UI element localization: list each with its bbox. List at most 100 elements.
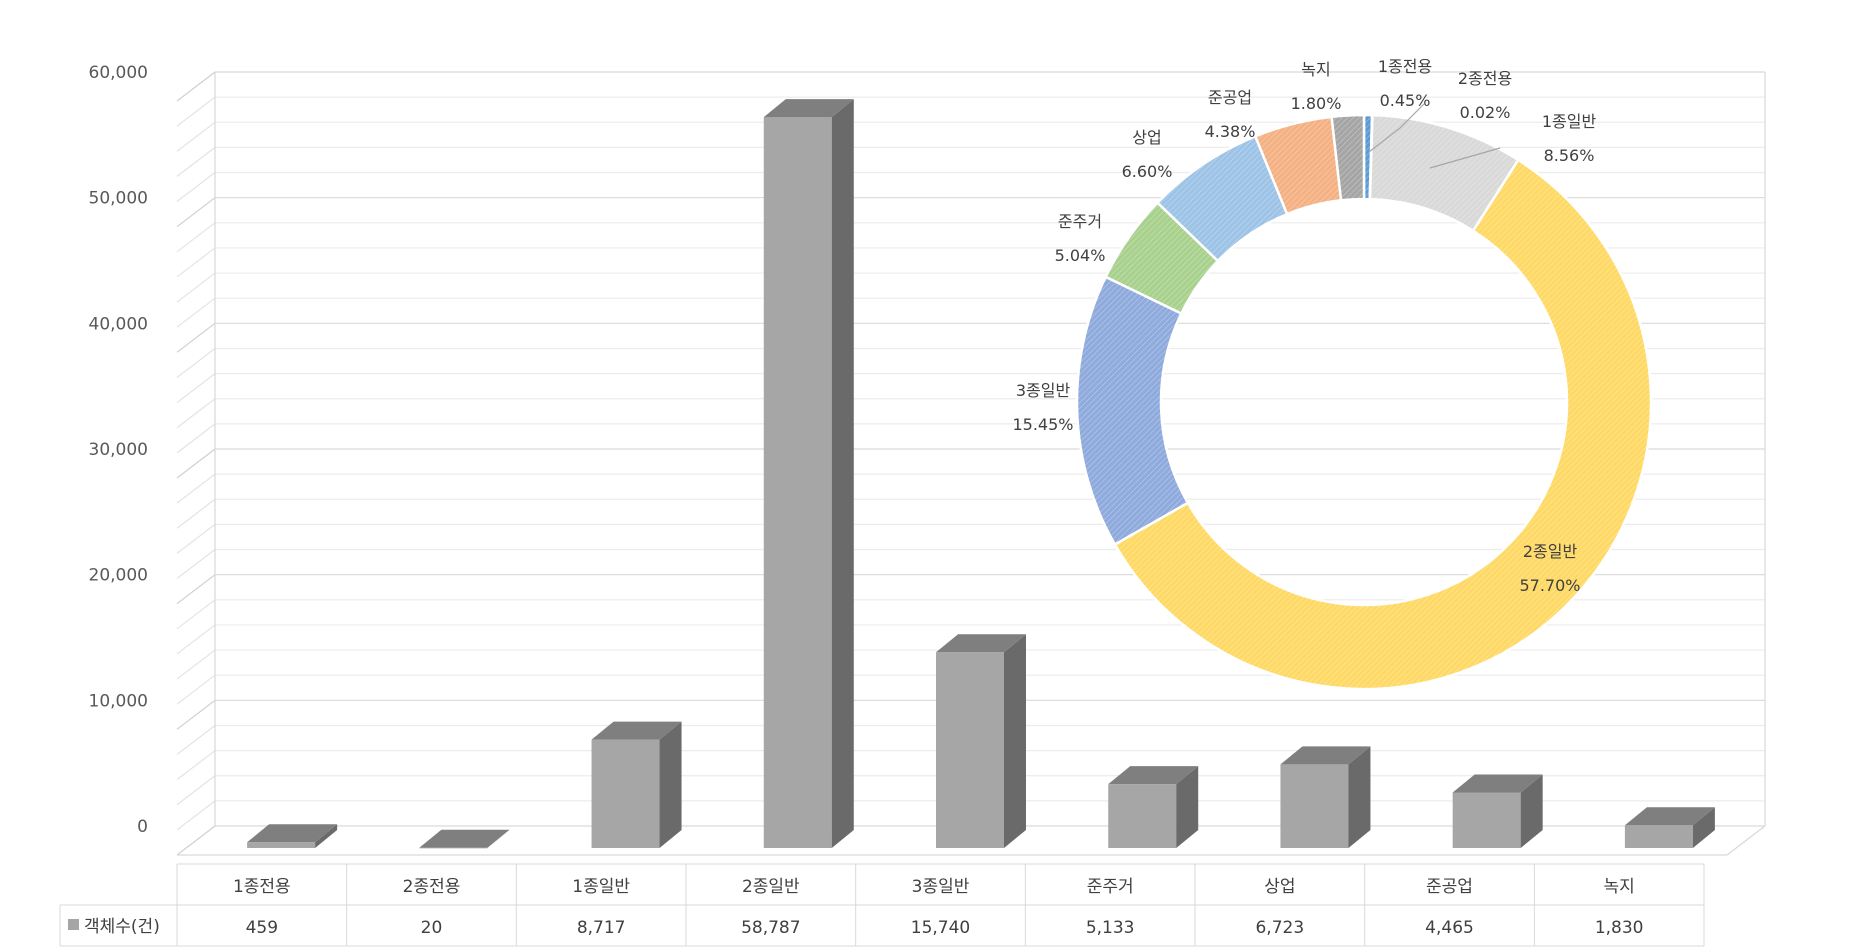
- bar-side: [1348, 746, 1371, 848]
- side-wall-line: [176, 423, 216, 454]
- bar-side: [1176, 766, 1199, 848]
- donut-percent-label: 0.45%: [1380, 91, 1431, 110]
- bar-front: [1280, 764, 1349, 848]
- donut-slice-pattern: [1105, 202, 1218, 314]
- side-wall-line: [176, 197, 216, 228]
- bar: [1280, 746, 1371, 848]
- donut-percent-label: 0.02%: [1460, 103, 1511, 122]
- y-tick-label: 40,000: [89, 314, 148, 334]
- bar-top: [247, 824, 338, 843]
- bar: [1624, 807, 1715, 848]
- bar: [1108, 766, 1199, 848]
- bar-side: [487, 829, 510, 848]
- legend-swatch: [68, 919, 79, 930]
- data-label: 20: [421, 918, 443, 938]
- donut-category-label: 상업: [1132, 128, 1161, 147]
- side-wall-line: [176, 272, 216, 303]
- y-tick-label: 10,000: [89, 691, 148, 711]
- donut-slice-pattern: [1369, 115, 1519, 231]
- bar-front: [247, 842, 316, 848]
- data-label: 1,830: [1595, 918, 1644, 938]
- donut-category-label: 2종일반: [1523, 542, 1578, 561]
- side-wall-line: [176, 96, 216, 127]
- donut-category-label: 녹지: [1301, 60, 1330, 79]
- side-wall-line: [176, 473, 216, 504]
- bar-front: [1452, 792, 1521, 848]
- donut-percent-label: 15.45%: [1012, 415, 1073, 434]
- side-wall-line: [176, 498, 216, 529]
- x-category-label: 준주거: [1087, 877, 1134, 897]
- donut-percent-label: 1.80%: [1291, 94, 1342, 113]
- bar: [1452, 774, 1543, 848]
- side-wall-line: [176, 599, 216, 630]
- side-wall-line: [176, 146, 216, 177]
- side-wall-line: [176, 322, 216, 353]
- donut-percent-label: 5.04%: [1055, 246, 1106, 265]
- side-wall-line: [176, 347, 216, 378]
- floor-edge: [1726, 825, 1766, 856]
- bar-top: [763, 99, 854, 118]
- bar-front: [1624, 825, 1693, 848]
- side-wall-line: [176, 71, 216, 102]
- side-wall-line: [176, 172, 216, 203]
- donut-slice: [1075, 275, 1190, 547]
- side-wall-line: [176, 825, 216, 856]
- side-wall-line: [176, 674, 216, 705]
- x-category-label: 녹지: [1604, 877, 1635, 897]
- bar-top: [936, 634, 1026, 653]
- side-wall-line: [176, 574, 216, 605]
- donut-slice-pattern: [1255, 116, 1342, 215]
- data-label: 58,787: [741, 918, 800, 938]
- data-table: 1종전용 459 2종전용 20 1종일반 8,717 2종일반 58,787 3종일반 15,7…: [59, 863, 1705, 947]
- donut-slice-pattern: [1157, 136, 1288, 262]
- donut-slice: [1368, 113, 1520, 233]
- donut-percent-label: 4.38%: [1205, 122, 1256, 141]
- bar: [591, 721, 682, 848]
- donut-percent-label: 57.70%: [1519, 576, 1580, 595]
- donut-slice: [1113, 158, 1653, 691]
- donut-category-label: 3종일반: [1016, 381, 1071, 400]
- bar-top: [1280, 746, 1371, 765]
- x-category-label: 1종일반: [572, 877, 630, 897]
- bar: [763, 99, 854, 848]
- donut-slice-pattern: [1114, 159, 1651, 689]
- donut-slice-pattern: [1331, 115, 1364, 201]
- donut-category-label: 준공업: [1208, 88, 1252, 107]
- y-tick-label: 30,000: [89, 440, 148, 460]
- legend-label: 객체수(건): [84, 917, 160, 937]
- bar-front: [419, 847, 488, 849]
- bar-front: [1108, 784, 1177, 848]
- side-wall-line: [176, 247, 216, 278]
- x-category-label: 상업: [1264, 877, 1295, 897]
- bar-side: [1004, 634, 1026, 848]
- side-wall-line: [176, 750, 216, 781]
- donut-category-label: 2종전용: [1458, 69, 1512, 88]
- side-wall-line: [176, 800, 216, 831]
- bar-top: [591, 721, 682, 740]
- y-tick-label: 20,000: [89, 566, 148, 586]
- side-wall-line: [176, 649, 216, 680]
- bar-top: [1108, 766, 1199, 785]
- bar-top: [1624, 807, 1715, 826]
- x-category-label: 3종일반: [912, 877, 970, 897]
- x-category-label: 2종전용: [403, 877, 461, 897]
- bar-side: [315, 824, 338, 848]
- x-category-label: 준공업: [1426, 877, 1473, 897]
- y-tick-label: 60,000: [89, 63, 148, 83]
- side-wall-line: [176, 549, 216, 580]
- bar-side: [1520, 774, 1543, 848]
- data-label: 15,740: [911, 918, 970, 938]
- y-tick-label: 0: [137, 817, 148, 837]
- leader-line: [1368, 103, 1425, 153]
- side-wall-line: [176, 448, 216, 479]
- side-wall-line: [176, 222, 216, 253]
- bar-front: [763, 117, 832, 848]
- data-label: 4,465: [1425, 918, 1474, 938]
- side-wall-line: [176, 624, 216, 655]
- data-label: 459: [246, 918, 278, 938]
- bar-front: [591, 739, 660, 848]
- donut-slice-pattern: [1077, 276, 1188, 545]
- bar-top: [419, 829, 510, 848]
- bar: [419, 829, 510, 849]
